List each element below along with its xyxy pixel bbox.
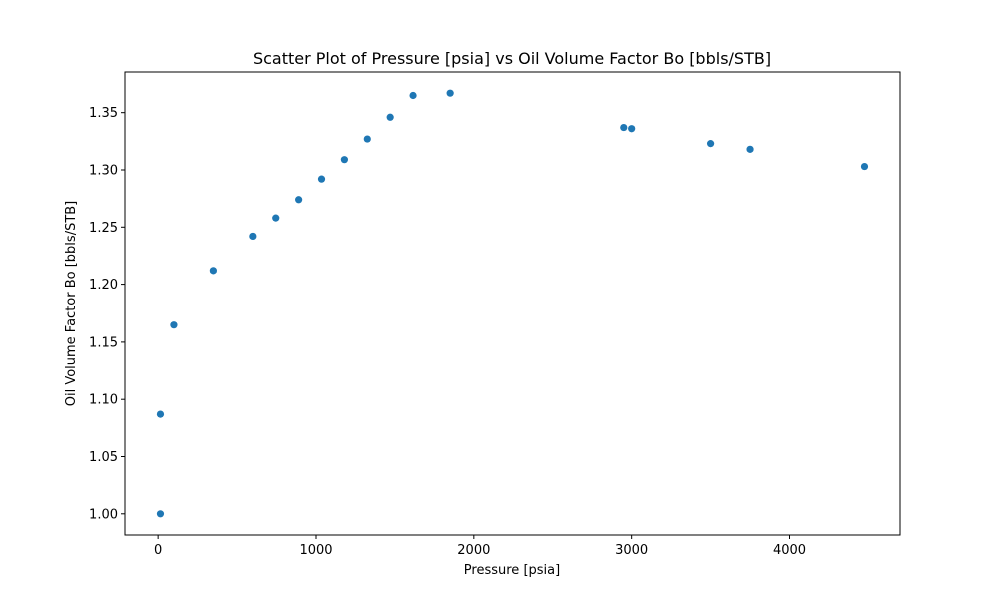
data-point: [170, 321, 178, 329]
data-point: [249, 232, 257, 241]
y-axis-label: Oil Volume Factor Bo [bbls/STB]: [64, 201, 79, 407]
x-tick-label: 4000: [773, 543, 806, 558]
x-axis-label: Pressure [psia]: [464, 563, 560, 578]
data-point: [272, 214, 280, 222]
y-tick-label: 1.05: [89, 450, 118, 465]
data-point: [386, 113, 394, 121]
y-axis: 1.00 1.05 1.10 1.15 1.20 1.25 1.30 1.35: [89, 106, 125, 522]
y-tick-label: 1.35: [89, 106, 118, 121]
y-tick-label: 1.30: [89, 163, 118, 178]
y-tick-label: 1.20: [89, 278, 118, 293]
y-tick-label: 1.00: [89, 507, 118, 522]
data-point: [295, 196, 303, 204]
data-point: [209, 267, 217, 275]
plot-frame: [124, 71, 901, 536]
y-tick-label: 1.10: [89, 393, 118, 408]
x-tick-label: 1000: [299, 543, 332, 558]
y-tick-label: 1.25: [89, 221, 118, 236]
data-point: [706, 140, 715, 148]
data-point: [340, 156, 348, 164]
x-axis: 0 1000 2000 3000 4000: [154, 535, 806, 558]
x-tick-label: 0: [154, 543, 162, 558]
data-point: [628, 125, 636, 133]
data-point: [446, 89, 454, 97]
data-point: [156, 510, 165, 518]
data-point: [860, 162, 869, 171]
data-point: [363, 135, 371, 143]
data-point: [620, 123, 628, 132]
x-tick-label: 2000: [457, 543, 490, 558]
data-point: [746, 145, 754, 153]
data-points: [156, 89, 869, 518]
chart-title: Scatter Plot of Pressure [psia] vs Oil V…: [253, 49, 771, 68]
data-point: [156, 410, 165, 418]
data-point: [409, 91, 417, 100]
x-tick-label: 3000: [615, 543, 648, 558]
y-tick-label: 1.15: [89, 335, 118, 350]
data-point: [317, 175, 326, 183]
